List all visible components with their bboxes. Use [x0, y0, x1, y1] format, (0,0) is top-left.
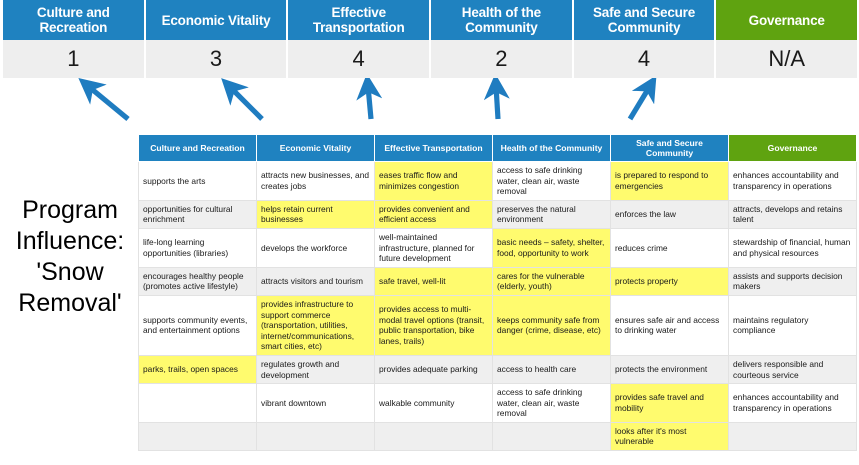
- matrix-column-header: Effective Transportation: [374, 134, 493, 162]
- matrix-row: vibrant downtown walkable community access…: [138, 383, 857, 423]
- matrix-cell: enhances accountability and transparency…: [728, 383, 857, 423]
- matrix-cell: [256, 421, 375, 452]
- matrix-cell: parks, trails, open spaces: [138, 354, 257, 385]
- matrix-cell: protects the environment: [610, 354, 729, 385]
- matrix-row: supports the arts attracts new businesses…: [138, 161, 857, 201]
- scorecard-header-cell: Safe and Secure Community: [573, 0, 717, 40]
- matrix-cell: provides access to multi-modal travel op…: [374, 294, 493, 356]
- matrix-cell: provides safe travel and mobility: [610, 383, 729, 423]
- scorecard-value-cell: 3: [145, 40, 289, 78]
- strategic-priorities-scorecard: Culture and Recreation Economic Vitality E…: [3, 0, 858, 78]
- matrix-cell: cares for the vulnerable (elderly, youth…: [492, 266, 611, 296]
- matrix-cell: ensures safe air and access to drinking …: [610, 294, 729, 356]
- matrix-cell: attracts, develops and retains talent: [728, 199, 857, 229]
- scorecard-value-cell: 1: [3, 40, 146, 78]
- matrix-cell: stewardship of financial, human and phys…: [728, 227, 857, 268]
- scorecard-header-row: Culture and Recreation Economic Vitality E…: [3, 0, 858, 40]
- caption-line-1: Program: [22, 196, 118, 224]
- caption-line-2: Influence:: [15, 227, 125, 255]
- matrix-cell: eases traffic flow and minimizes congest…: [374, 161, 493, 201]
- matrix-cell: provides adequate parking: [374, 354, 493, 385]
- matrix-row: looks after it's most vulnerable: [138, 421, 857, 452]
- matrix-cell: protects property: [610, 266, 729, 296]
- matrix-row: opportunities for cultural enrichment hel…: [138, 199, 857, 229]
- matrix-cell: [138, 421, 257, 452]
- matrix-cell: encourages healthy people (promotes acti…: [138, 266, 257, 296]
- matrix-cell: provides infrastructure to support comme…: [256, 294, 375, 356]
- matrix-row: encourages healthy people (promotes acti…: [138, 266, 857, 296]
- matrix-cell: provides convenient and efficient access: [374, 199, 493, 229]
- matrix-cell: regulates growth and development: [256, 354, 375, 385]
- matrix-column-header: Culture and Recreation: [138, 134, 257, 162]
- matrix-cell: safe travel, well-lit: [374, 266, 493, 296]
- scorecard-header-cell: Health of the Community: [431, 0, 574, 40]
- matrix-header-row: Culture and Recreation Economic Vitality E…: [138, 134, 857, 162]
- matrix-cell: [728, 421, 857, 452]
- caption-line-4: Removal': [18, 289, 122, 317]
- matrix-cell: access to safe drinking water, clean air…: [492, 161, 611, 201]
- matrix-cell: supports the arts: [138, 161, 257, 201]
- matrix-body: supports the arts attracts new businesses…: [138, 161, 857, 452]
- matrix-cell: helps retain current businesses: [256, 199, 375, 229]
- matrix-column-header: Economic Vitality: [256, 134, 375, 162]
- program-influence-matrix: Culture and Recreation Economic Vitality E…: [138, 134, 857, 452]
- matrix-column-header: Safe and Secure Community: [610, 134, 729, 162]
- matrix-cell: looks after it's most vulnerable: [610, 421, 729, 452]
- matrix-cell: enhances accountability and transparency…: [728, 161, 857, 201]
- scorecard-header-cell: Effective Transportation: [288, 0, 432, 40]
- matrix-cell: opportunities for cultural enrichment: [138, 199, 257, 229]
- connector-arrow: [221, 78, 264, 121]
- matrix-cell: life-long learning opportunities (librar…: [138, 227, 257, 268]
- caption-line-3: 'Snow: [36, 258, 104, 286]
- matrix-cell: [138, 383, 257, 423]
- connector-arrows-group: [78, 78, 657, 122]
- matrix-cell: enforces the law: [610, 199, 729, 229]
- program-influence-caption: Program Influence: 'Snow Removal': [4, 195, 136, 319]
- matrix-cell: walkable community: [374, 383, 493, 423]
- matrix-header: Culture and Recreation Economic Vitality E…: [138, 134, 857, 162]
- connector-arrow: [78, 78, 130, 122]
- matrix-cell: develops the workforce: [256, 227, 375, 268]
- matrix-cell: reduces crime: [610, 227, 729, 268]
- matrix-cell: access to health care: [492, 354, 611, 385]
- scorecard-value-cell: 4: [288, 40, 432, 78]
- matrix-cell: [374, 421, 493, 452]
- scorecard-value-cell: 4: [573, 40, 717, 78]
- matrix-cell: assists and supports decision makers: [728, 266, 857, 296]
- matrix-cell: attracts visitors and tourism: [256, 266, 375, 296]
- scorecard-header-cell: Culture and Recreation: [3, 0, 146, 40]
- matrix-cell: preserves the natural environment: [492, 199, 611, 229]
- connector-arrow: [627, 78, 657, 121]
- connector-arrow: [483, 78, 510, 120]
- matrix-cell: vibrant downtown: [256, 383, 375, 423]
- scorecard-header-cell: Economic Vitality: [145, 0, 289, 40]
- matrix-cell: [492, 421, 611, 452]
- connector-arrow: [356, 78, 383, 120]
- matrix-column-header: Governance: [728, 134, 857, 162]
- matrix-row: life-long learning opportunities (librar…: [138, 227, 857, 268]
- matrix-cell: delivers responsible and courteous servi…: [728, 354, 857, 385]
- matrix-cell: maintains regulatory compliance: [728, 294, 857, 356]
- matrix-cell: is prepared to respond to emergencies: [610, 161, 729, 201]
- matrix-cell: supports community events, and entertain…: [138, 294, 257, 356]
- matrix-cell: attracts new businesses, and creates job…: [256, 161, 375, 201]
- matrix-row: supports community events, and entertain…: [138, 294, 857, 356]
- matrix-cell: access to safe drinking water, clean air…: [492, 383, 611, 423]
- matrix-cell: well-maintained infrastructure, planned …: [374, 227, 493, 268]
- scorecard-header-cell: Governance: [716, 0, 858, 40]
- scorecard-values-row: 1 3 4 2 4 N/A: [3, 40, 858, 78]
- matrix-cell: basic needs – safety, shelter, food, opp…: [492, 227, 611, 268]
- scorecard-value-cell: 2: [431, 40, 574, 78]
- matrix-column-header: Health of the Community: [492, 134, 611, 162]
- matrix-row: parks, trails, open spaces regulates grow…: [138, 354, 857, 385]
- scorecard-value-cell: N/A: [716, 40, 858, 78]
- matrix-cell: keeps community safe from danger (crime,…: [492, 294, 611, 356]
